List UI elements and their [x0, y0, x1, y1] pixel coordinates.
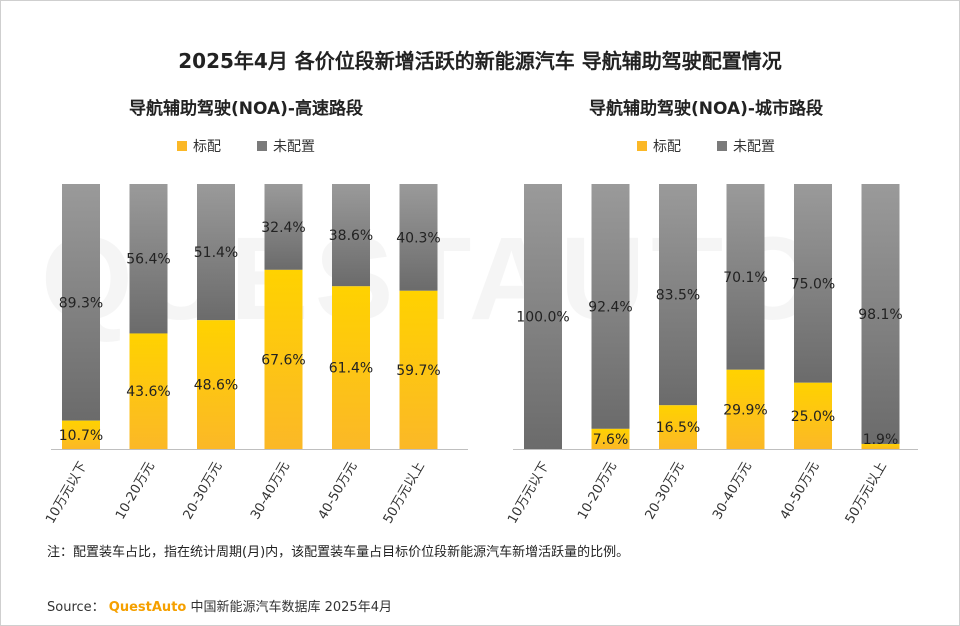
main-title: 2025年4月 各价位段新增活跃的新能源汽车 导航辅助驾驶配置情况 — [178, 49, 782, 73]
data-label-not-configured: 92.4% — [588, 299, 632, 315]
bar-standard — [129, 333, 168, 449]
x-tick-label: 10万元以下 — [505, 460, 552, 527]
x-tick-label: 10万元以下 — [43, 460, 90, 527]
data-label-standard: 29.9% — [723, 402, 767, 418]
chart-plot-highway: 89.3% 10.7% 10万元以下 56.4% 43.6% 10-20万元 51.4% 48… — [43, 184, 468, 527]
legend-swatch-not-configured — [717, 141, 727, 151]
bar-not-configured — [399, 184, 438, 291]
data-label-standard: 1.9% — [863, 432, 899, 448]
bar-standard — [197, 320, 235, 449]
data-label-not-configured: 32.4% — [261, 220, 305, 236]
data-label-standard: 43.6% — [126, 384, 170, 400]
data-label-not-configured: 89.3% — [59, 295, 103, 311]
data-label-standard: 67.6% — [261, 352, 305, 368]
data-label-standard: 25.0% — [791, 409, 835, 425]
data-label-standard: 7.6% — [593, 432, 629, 448]
legend: 标配 未配置 — [11, 136, 481, 156]
data-label-not-configured: 38.6% — [329, 228, 373, 244]
chart-title: 导航辅助驾驶(NOA)-城市路段 — [589, 99, 823, 119]
bar-standard — [659, 405, 697, 449]
chart-city: 导航辅助驾驶(NOA)-城市路段 标配 未配置 100.0% 10万元以下 92.4… — [471, 86, 941, 536]
bar-standard — [332, 286, 370, 449]
data-label-not-configured: 100.0% — [516, 310, 569, 326]
x-tick-label: 50万元以上 — [843, 460, 890, 527]
legend-swatch-standard — [637, 141, 647, 151]
bar-not-configured — [264, 184, 303, 270]
data-label-not-configured: 98.1% — [858, 307, 902, 323]
chart-highway: 导航辅助驾驶(NOA)-高速路段 标配 未配置 89.3% 10.7% 10万元以下… — [11, 86, 481, 536]
legend-swatch-standard — [177, 141, 187, 151]
source-text: 中国新能源汽车数据库 2025年4月 — [190, 600, 392, 615]
legend-label-not-configured: 未配置 — [273, 139, 315, 155]
legend-swatch-not-configured — [257, 141, 267, 151]
bar-standard — [62, 420, 100, 449]
legend-item-standard: 标配 — [177, 136, 221, 156]
data-label-not-configured: 75.0% — [791, 276, 835, 292]
data-label-standard: 10.7% — [59, 428, 103, 444]
chart-title: 导航辅助驾驶(NOA)-高速路段 — [129, 99, 363, 119]
legend-label-standard: 标配 — [193, 139, 221, 155]
source-brand: QuestAuto — [108, 600, 187, 615]
chart-plot-city: 100.0% 10万元以下 92.4% 7.6% 10-20万元 83.5% 16.5% 20… — [505, 184, 918, 527]
bar-standard — [591, 428, 630, 449]
bar-not-configured — [794, 184, 832, 383]
x-tick-label: 50万元以上 — [381, 460, 428, 527]
x-tick-label: 20-30万元 — [181, 460, 226, 523]
bar-not-configured — [861, 184, 900, 444]
x-tick-label: 30-40万元 — [248, 460, 293, 523]
footnote: 注：配置装车占比，指在统计周期(月)内，该配置装车量占目标价位段新能源汽车新增活… — [47, 545, 630, 560]
legend: 标配 未配置 — [471, 136, 941, 156]
bar-not-configured — [659, 184, 697, 406]
data-label-not-configured: 51.4% — [194, 245, 238, 261]
source-line: Source： QuestAuto 中国新能源汽车数据库 2025年4月 — [47, 596, 392, 615]
data-label-not-configured: 70.1% — [723, 270, 767, 286]
data-label-not-configured: 40.3% — [396, 230, 440, 246]
bar-standard — [794, 382, 832, 449]
bar-not-configured — [591, 184, 630, 429]
x-tick-label: 40-50万元 — [316, 460, 361, 523]
data-label-standard: 59.7% — [396, 363, 440, 379]
bar-not-configured — [129, 184, 168, 334]
x-tick-label: 40-50万元 — [778, 460, 823, 523]
bar-not-configured — [332, 184, 370, 287]
bar-not-configured — [524, 184, 562, 449]
data-label-standard: 48.6% — [194, 378, 238, 394]
legend-label-standard: 标配 — [653, 139, 681, 155]
data-label-not-configured: 56.4% — [126, 252, 170, 268]
legend-item-not-configured: 未配置 — [257, 136, 315, 156]
bar-not-configured — [62, 184, 100, 421]
bar-not-configured — [726, 184, 765, 370]
source-prefix: Source： — [47, 600, 105, 615]
data-label-standard: 61.4% — [329, 361, 373, 377]
data-label-standard: 16.5% — [656, 420, 700, 436]
bar-standard — [861, 443, 900, 449]
bar-standard — [399, 290, 438, 449]
x-tick-label: 10-20万元 — [575, 460, 620, 523]
x-tick-label: 20-30万元 — [643, 460, 688, 523]
bar-standard — [264, 269, 303, 449]
legend-item-not-configured: 未配置 — [717, 136, 775, 156]
x-tick-label: 10-20万元 — [113, 460, 158, 523]
x-tick-label: 30-40万元 — [710, 460, 755, 523]
bar-standard — [726, 369, 765, 449]
legend-item-standard: 标配 — [637, 136, 681, 156]
data-label-not-configured: 83.5% — [656, 288, 700, 304]
legend-label-not-configured: 未配置 — [733, 139, 775, 155]
bar-not-configured — [197, 184, 235, 321]
